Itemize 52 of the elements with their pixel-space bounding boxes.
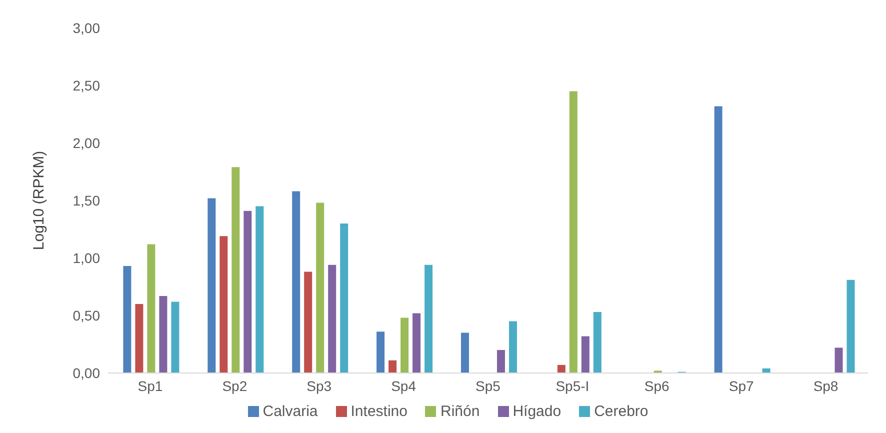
bar	[292, 191, 300, 373]
bar	[496, 350, 505, 373]
x-tick-label: Sp8	[813, 378, 838, 394]
x-tick-label: Sp6	[644, 378, 670, 394]
bar	[135, 304, 144, 373]
bar	[171, 302, 180, 373]
y-axis-title: Log10 (RPKM)	[30, 150, 48, 250]
legend-label: Riñón	[440, 403, 480, 420]
bar	[159, 296, 168, 373]
bar	[328, 264, 336, 373]
bar	[714, 106, 722, 373]
bar	[593, 312, 602, 373]
y-tick-label: 0,50	[72, 307, 100, 324]
x-tick-label: Sp5-I	[556, 378, 590, 394]
bar	[304, 272, 312, 373]
y-tick-label: 1,50	[72, 192, 100, 208]
bar	[220, 236, 228, 373]
bar	[412, 313, 421, 373]
x-tick-label: Sp4	[391, 378, 416, 394]
bar	[569, 91, 578, 373]
x-tick-label: Sp3	[306, 378, 332, 394]
bar	[340, 224, 348, 373]
x-tick-label: Sp5	[476, 378, 501, 394]
x-tick-label: Sp2	[222, 378, 248, 394]
bar	[424, 264, 433, 373]
bar	[846, 280, 855, 373]
x-tick-label: Sp1	[138, 378, 163, 394]
y-tick-label: 2,00	[72, 134, 100, 151]
bar	[376, 332, 385, 373]
bar	[256, 206, 264, 373]
bar	[316, 202, 324, 373]
bar	[388, 360, 397, 373]
bar	[400, 318, 409, 373]
legend-label: Calvaria	[262, 403, 318, 420]
bar	[834, 348, 843, 373]
y-tick-label: 2,50	[72, 77, 100, 94]
y-tick-label: 0,00	[72, 364, 100, 381]
bar	[244, 210, 252, 373]
legend-label: Intestino	[350, 403, 408, 420]
bar	[581, 336, 590, 373]
bar	[147, 244, 156, 373]
bar	[460, 332, 469, 373]
y-tick-label: 3,00	[72, 20, 100, 36]
y-tick-label: 1,00	[72, 250, 100, 266]
bar	[557, 364, 566, 373]
x-tick-label: Sp7	[728, 378, 754, 394]
bar	[123, 266, 132, 373]
bar	[232, 167, 240, 373]
legend-label: Hígado	[512, 403, 562, 420]
legend-label: Cerebro	[594, 403, 648, 420]
bar	[508, 321, 517, 373]
bar	[208, 198, 216, 373]
